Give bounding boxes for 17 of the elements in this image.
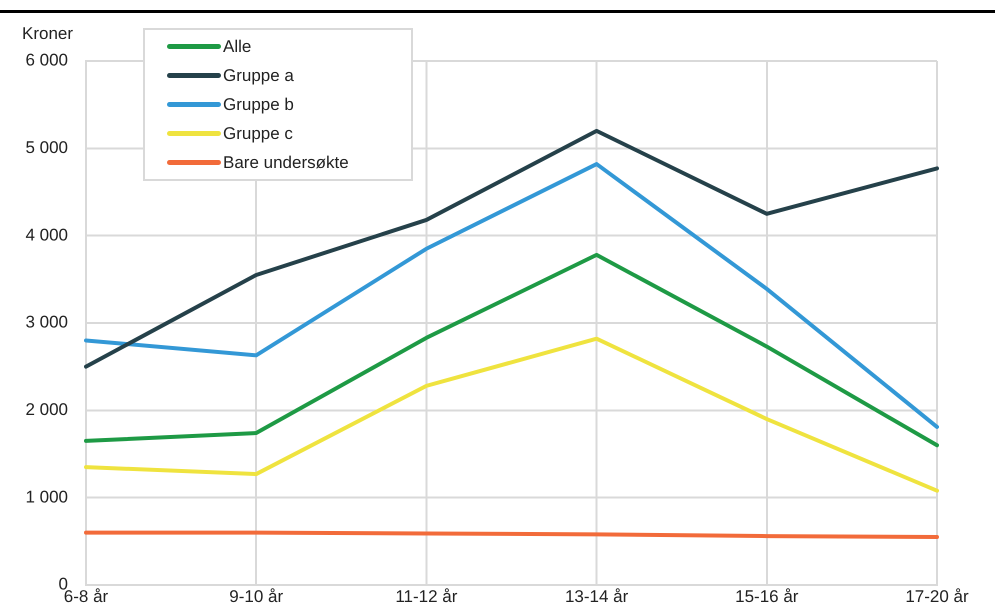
legend-label: Gruppe a	[223, 66, 294, 86]
y-tick-label: 2 000	[25, 400, 68, 420]
y-tick-label: 5 000	[25, 138, 68, 158]
y-tick-label: 3 000	[25, 312, 68, 332]
y-tick-label: 1 000	[25, 487, 68, 506]
legend-label: Bare undersøkte	[223, 152, 349, 172]
legend-label: Gruppe c	[223, 124, 293, 144]
x-tick-label: 17-20 år	[905, 586, 969, 606]
x-tick-label: 15-16 år	[735, 586, 799, 606]
y-tick-label: 6 000	[25, 50, 68, 70]
x-tick-label: 11-12 år	[395, 586, 458, 606]
y-axis-title: Kroner	[22, 24, 74, 44]
legend-label: Gruppe b	[223, 94, 294, 114]
y-tick-label: 4 000	[25, 225, 68, 244]
x-tick-label: 9-10 år	[229, 586, 284, 606]
legend-label: Alle	[223, 36, 252, 56]
x-tick-label: 13-14 år	[564, 586, 629, 606]
